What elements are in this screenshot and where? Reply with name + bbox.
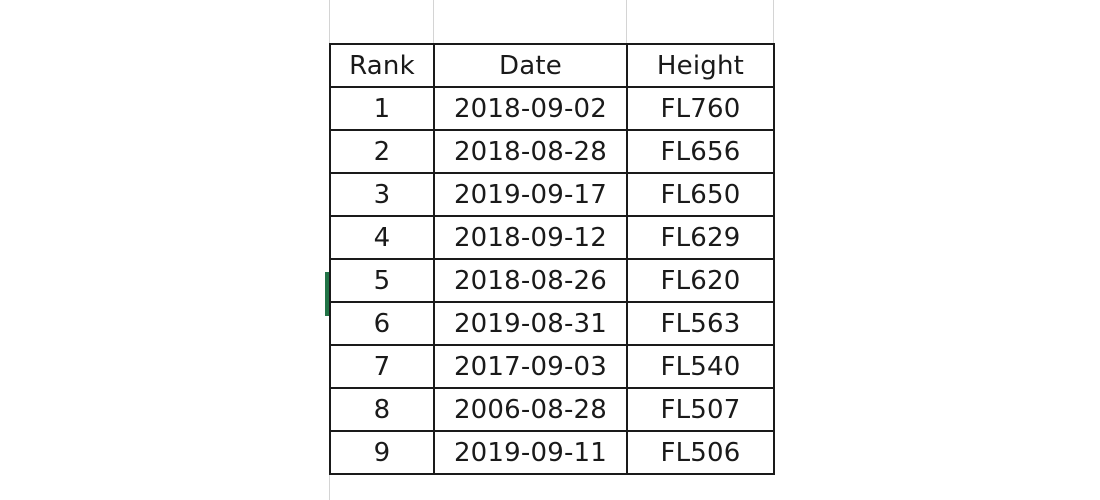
height-cell[interactable]: FL540 [626,344,775,389]
rank-cell[interactable]: 2 [329,129,435,174]
gridline [626,0,627,44]
table-row: 4 2018-09-12 FL629 [329,215,775,260]
table-row: 9 2019-09-11 FL506 [329,430,775,475]
height-cell[interactable]: FL506 [626,430,775,475]
active-cell-marker [325,272,329,316]
height-cell[interactable]: FL507 [626,387,775,432]
height-cell[interactable]: FL650 [626,172,775,217]
date-cell[interactable]: 2006-08-28 [433,387,628,432]
date-cell[interactable]: 2018-08-26 [433,258,628,303]
table-row: 1 2018-09-02 FL760 [329,86,775,131]
height-cell[interactable]: FL656 [626,129,775,174]
table-row: 7 2017-09-03 FL540 [329,344,775,389]
table-row: 2 2018-08-28 FL656 [329,129,775,174]
rank-cell[interactable]: 6 [329,301,435,346]
date-cell[interactable]: 2018-09-02 [433,86,628,131]
rank-cell[interactable]: 7 [329,344,435,389]
date-cell[interactable]: 2018-08-28 [433,129,628,174]
header-row: Rank Date Height [329,43,775,88]
table-row: 3 2019-09-17 FL650 [329,172,775,217]
height-cell[interactable]: FL620 [626,258,775,303]
rank-cell[interactable]: 4 [329,215,435,260]
rank-cell[interactable]: 8 [329,387,435,432]
rank-cell[interactable]: 5 [329,258,435,303]
table-row: 5 2018-08-26 FL620 [329,258,775,303]
date-cell[interactable]: 2017-09-03 [433,344,628,389]
height-cell[interactable]: FL563 [626,301,775,346]
height-cell[interactable]: FL760 [626,86,775,131]
rank-cell[interactable]: 9 [329,430,435,475]
table-row: 8 2006-08-28 FL507 [329,387,775,432]
height-cell[interactable]: FL629 [626,215,775,260]
data-table: Rank Date Height 1 2018-09-02 FL760 2 20… [329,43,775,475]
date-cell[interactable]: 2018-09-12 [433,215,628,260]
header-cell-date[interactable]: Date [433,43,628,88]
header-cell-height[interactable]: Height [626,43,775,88]
gridline [773,0,774,44]
header-cell-rank[interactable]: Rank [329,43,435,88]
rank-cell[interactable]: 1 [329,86,435,131]
date-cell[interactable]: 2019-09-17 [433,172,628,217]
date-cell[interactable]: 2019-08-31 [433,301,628,346]
table-row: 6 2019-08-31 FL563 [329,301,775,346]
gridline [433,0,434,44]
date-cell[interactable]: 2019-09-11 [433,430,628,475]
rank-cell[interactable]: 3 [329,172,435,217]
